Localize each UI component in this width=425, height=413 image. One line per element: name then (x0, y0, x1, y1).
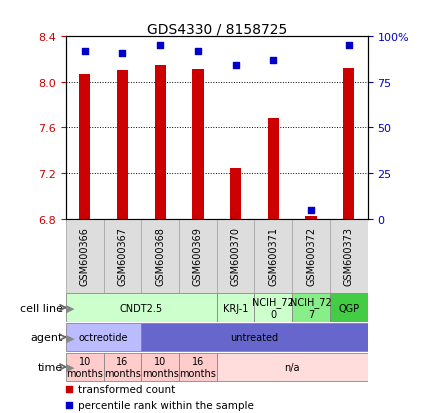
Point (81, 48, 88, 55)
Bar (141, 323, 368, 351)
Text: untreated: untreated (230, 332, 278, 342)
Bar (255, 219, 292, 293)
Text: GSM600368: GSM600368 (155, 227, 165, 285)
Text: percentile rank within the sample: percentile rank within the sample (78, 400, 254, 410)
Text: 10
months: 10 months (66, 356, 103, 378)
Text: GSM600373: GSM600373 (344, 227, 354, 285)
Point (65, 402, 72, 408)
Bar (330, 219, 368, 293)
Text: GSM600367: GSM600367 (117, 227, 128, 285)
Bar (217, 353, 368, 381)
Bar (104, 353, 141, 381)
Bar (330, 294, 368, 322)
Point (308, 207, 314, 214)
Text: ▶: ▶ (66, 303, 74, 313)
Point (232, 63, 239, 69)
Text: 10
months: 10 months (142, 356, 178, 378)
Text: 16
months: 16 months (104, 356, 141, 378)
Point (119, 50, 126, 57)
Bar (104, 219, 141, 293)
Bar (141, 219, 179, 293)
Text: GSM600369: GSM600369 (193, 227, 203, 285)
Text: QGP: QGP (338, 303, 359, 313)
Text: GSM600366: GSM600366 (80, 227, 90, 285)
Text: NCIH_72
7: NCIH_72 7 (290, 297, 332, 319)
Text: 16
months: 16 months (179, 356, 216, 378)
Text: NCIH_72
0: NCIH_72 0 (252, 297, 294, 319)
Point (270, 57, 277, 64)
Text: octreotide: octreotide (79, 332, 128, 342)
Bar (292, 294, 330, 322)
Bar (192, 70, 204, 219)
Bar (179, 353, 217, 381)
Bar (268, 119, 279, 219)
Point (157, 43, 164, 50)
Bar (217, 294, 255, 322)
Bar (155, 66, 166, 219)
Point (65, 386, 72, 393)
Bar (230, 169, 241, 219)
Bar (141, 353, 179, 381)
Bar (343, 69, 354, 219)
Bar (292, 219, 330, 293)
Bar (117, 71, 128, 219)
Bar (79, 75, 91, 219)
Text: GSM600371: GSM600371 (268, 227, 278, 285)
Bar (306, 217, 317, 219)
Bar (66, 294, 217, 322)
Text: time: time (37, 362, 63, 372)
Point (346, 43, 352, 50)
Bar (66, 219, 104, 293)
Text: n/a: n/a (284, 362, 300, 372)
Bar (255, 294, 292, 322)
Text: agent: agent (31, 332, 63, 342)
Text: ▶: ▶ (66, 362, 74, 372)
Text: GSM600370: GSM600370 (231, 227, 241, 285)
Bar (217, 219, 255, 293)
Bar (66, 353, 104, 381)
Text: cell line: cell line (20, 303, 63, 313)
Text: transformed count: transformed count (78, 385, 175, 394)
Text: KRJ-1: KRJ-1 (223, 303, 248, 313)
Point (195, 48, 201, 55)
Bar (179, 219, 217, 293)
Text: ▶: ▶ (66, 332, 74, 342)
Text: CNDT2.5: CNDT2.5 (120, 303, 163, 313)
Bar (66, 323, 141, 351)
Text: GSM600372: GSM600372 (306, 227, 316, 285)
Title: GDS4330 / 8158725: GDS4330 / 8158725 (147, 22, 287, 36)
